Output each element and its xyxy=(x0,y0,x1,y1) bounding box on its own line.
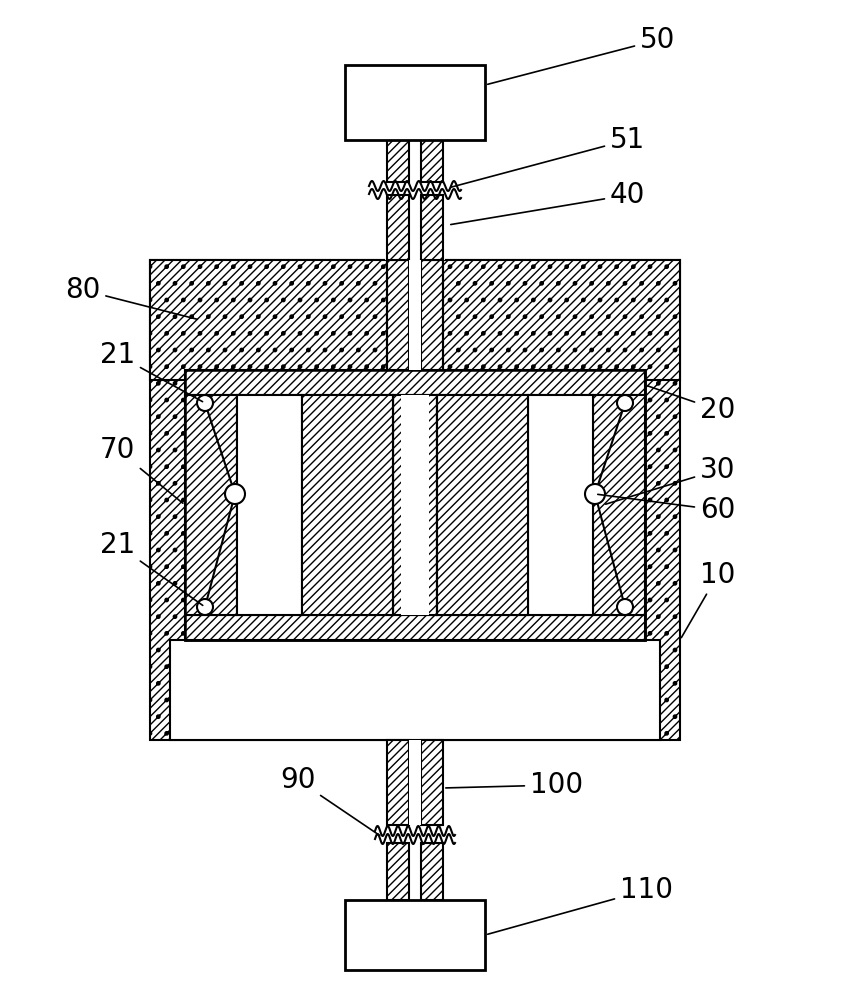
Circle shape xyxy=(617,599,633,615)
Circle shape xyxy=(197,599,213,615)
Bar xyxy=(387,140,409,182)
Bar xyxy=(409,740,421,825)
Text: 51: 51 xyxy=(451,126,645,187)
Bar xyxy=(345,65,485,140)
Bar xyxy=(421,140,443,182)
Bar xyxy=(170,640,660,740)
Bar xyxy=(409,260,421,370)
Bar xyxy=(185,370,645,395)
Circle shape xyxy=(585,484,605,504)
Text: 100: 100 xyxy=(446,771,583,799)
Circle shape xyxy=(617,395,633,411)
Text: 20: 20 xyxy=(648,386,735,424)
Text: 110: 110 xyxy=(488,876,673,934)
Text: 21: 21 xyxy=(100,531,203,605)
Text: 90: 90 xyxy=(280,766,379,835)
Text: 80: 80 xyxy=(65,276,198,319)
Text: 50: 50 xyxy=(488,26,675,84)
Bar xyxy=(150,260,680,380)
Bar xyxy=(387,195,409,260)
Bar xyxy=(387,260,409,370)
Bar xyxy=(185,370,645,640)
Circle shape xyxy=(197,395,213,411)
Bar xyxy=(237,395,302,615)
Bar xyxy=(385,195,445,260)
Bar xyxy=(421,843,443,900)
Bar xyxy=(593,395,645,615)
Bar xyxy=(185,395,237,615)
Text: 60: 60 xyxy=(598,494,735,524)
Bar xyxy=(437,395,528,615)
Text: 21: 21 xyxy=(100,341,203,402)
Bar xyxy=(528,395,593,615)
Bar xyxy=(185,615,645,640)
Text: 70: 70 xyxy=(100,436,182,503)
Bar xyxy=(387,843,409,900)
Bar xyxy=(387,740,409,825)
Bar xyxy=(401,395,429,615)
Bar xyxy=(421,260,443,370)
Bar xyxy=(393,395,437,615)
Bar xyxy=(345,900,485,970)
Bar xyxy=(421,740,443,825)
Circle shape xyxy=(225,484,245,504)
Text: 10: 10 xyxy=(681,561,735,638)
Bar xyxy=(302,395,393,615)
Bar xyxy=(421,195,443,260)
Bar xyxy=(150,260,680,740)
Text: 40: 40 xyxy=(451,181,645,225)
Text: 30: 30 xyxy=(606,456,736,504)
Bar xyxy=(185,370,645,640)
